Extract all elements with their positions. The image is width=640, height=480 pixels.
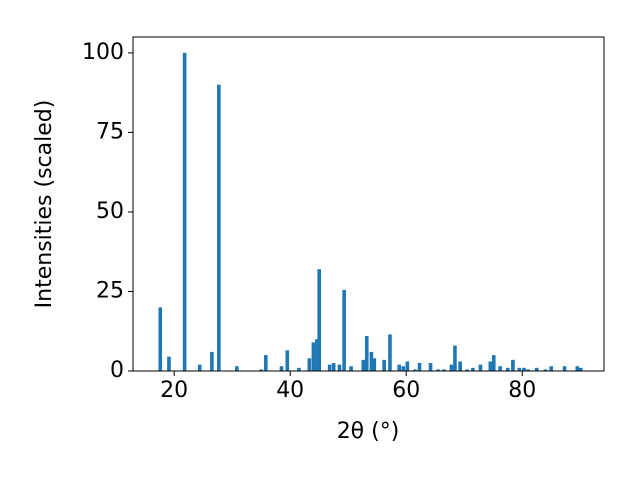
bar: [471, 367, 475, 371]
bar: [575, 366, 580, 371]
x-tick-label: 20: [160, 378, 188, 403]
bar: [436, 369, 440, 371]
bar: [349, 366, 353, 371]
bar: [549, 366, 554, 371]
plot-frame: [132, 36, 605, 372]
bar: [578, 367, 583, 371]
x-axis-label: 2θ (°): [337, 419, 400, 444]
bar: [264, 355, 268, 371]
bar: [526, 369, 530, 371]
bar: [364, 336, 369, 371]
bar: [315, 339, 319, 371]
bar: [297, 367, 301, 371]
bar: [401, 366, 406, 371]
bar: [158, 307, 163, 371]
x-tick-label: 80: [508, 378, 536, 403]
bar: [388, 334, 392, 371]
bar: [235, 366, 239, 371]
bar: [465, 369, 469, 371]
bar: [491, 355, 496, 371]
y-axis-label: Intensities (scaled): [32, 100, 57, 309]
bar: [182, 52, 187, 372]
bar: [327, 364, 332, 371]
bar: [453, 345, 457, 371]
y-tick-label: 25: [96, 278, 124, 303]
bar: [361, 359, 366, 371]
bar: [534, 367, 539, 371]
bar: [517, 367, 522, 371]
bar: [511, 359, 515, 371]
bar: [505, 367, 510, 371]
y-tick-label: 50: [96, 199, 124, 224]
bar: [210, 351, 214, 371]
bar: [259, 369, 263, 371]
bar: [311, 342, 316, 371]
bar: [498, 366, 502, 371]
bar: [562, 366, 567, 371]
y-tick-label: 75: [96, 119, 124, 144]
bar: [369, 351, 374, 371]
bar: [337, 364, 342, 371]
y-tick-label: 100: [82, 40, 124, 65]
bar: [197, 364, 202, 371]
bar: [285, 350, 290, 371]
bar: [342, 289, 346, 371]
bar: [397, 364, 402, 371]
bar: [217, 84, 221, 371]
x-tick-label: 60: [392, 378, 420, 403]
bar: [428, 363, 433, 371]
bar: [449, 364, 454, 371]
bar: [413, 369, 417, 371]
bar: [405, 361, 410, 371]
bar: [331, 363, 336, 371]
bar: [382, 359, 386, 371]
bar: [317, 269, 321, 371]
bar: [417, 363, 422, 371]
bar: [279, 366, 284, 371]
bar: [488, 361, 493, 371]
bar: [372, 358, 377, 371]
bar: [307, 358, 312, 371]
bar: [442, 369, 446, 371]
x-tick-label: 40: [276, 378, 304, 403]
bar: [167, 356, 171, 371]
bar: [458, 361, 462, 371]
y-tick-label: 0: [110, 358, 124, 383]
bar: [478, 364, 483, 371]
bar: [543, 369, 548, 371]
bar: [522, 367, 526, 371]
